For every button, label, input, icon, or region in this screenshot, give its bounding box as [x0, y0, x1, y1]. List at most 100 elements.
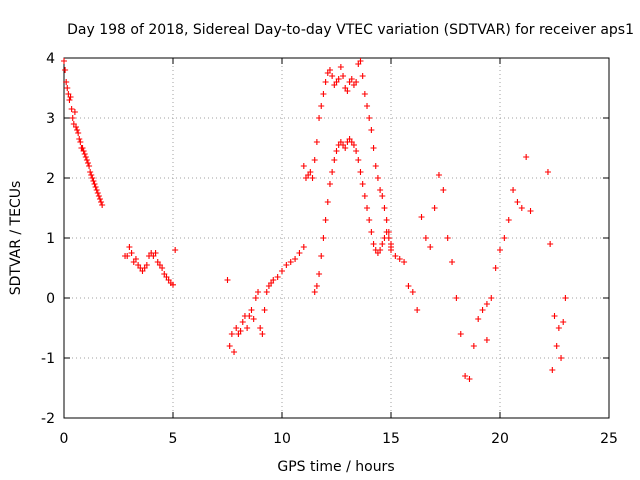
data-point: [560, 319, 567, 325]
data-point: [440, 187, 447, 193]
data-point: [287, 259, 294, 265]
data-point: [316, 271, 323, 277]
data-point: [383, 229, 390, 235]
data-point: [549, 367, 556, 373]
data-point: [87, 169, 94, 175]
data-point: [483, 301, 490, 307]
data-point: [126, 244, 133, 250]
data-point: [263, 289, 270, 295]
data-point: [344, 88, 351, 94]
data-point: [61, 58, 67, 64]
data-point: [170, 281, 176, 288]
data-point: [250, 316, 257, 322]
data-point: [283, 262, 290, 268]
data-point: [366, 115, 373, 121]
data-point: [93, 187, 100, 193]
series-seg5: [311, 136, 394, 295]
data-point: [313, 139, 320, 145]
data-point: [379, 193, 386, 199]
series-seg8: [544, 169, 569, 373]
series-seg1: [61, 58, 106, 208]
data-point: [98, 199, 105, 205]
data-point: [385, 235, 392, 241]
data-point: [355, 157, 362, 163]
data-point: [71, 109, 78, 115]
data-point: [244, 325, 251, 331]
data-point: [377, 187, 384, 193]
data-point: [89, 175, 96, 181]
data-point: [320, 235, 327, 241]
data-point: [372, 163, 379, 169]
data-point: [261, 307, 268, 313]
data-point: [409, 289, 416, 295]
data-points: [61, 58, 569, 382]
data-point: [466, 376, 473, 382]
data-point: [63, 79, 70, 85]
series-seg4: [300, 58, 394, 247]
data-point: [81, 151, 88, 157]
data-point: [313, 283, 320, 289]
data-point: [361, 193, 368, 199]
data-point: [359, 181, 366, 187]
series-seg6: [388, 172, 490, 382]
data-point: [449, 259, 456, 265]
data-point: [418, 214, 425, 220]
data-point: [331, 157, 338, 163]
data-point: [488, 295, 495, 301]
y-tick-label: -1: [41, 351, 55, 367]
data-point: [172, 247, 179, 253]
data-point: [270, 277, 277, 283]
y-axis-label: SDTVAR / TECUs: [8, 181, 24, 296]
data-point: [228, 331, 235, 337]
data-point: [324, 199, 331, 205]
data-point: [388, 247, 394, 253]
data-point: [124, 253, 131, 259]
axis-ticks: 0 5 10 15 20 25 -2 -1 0 1 2 3 4: [41, 51, 618, 447]
data-point: [309, 175, 316, 181]
data-point: [326, 181, 333, 187]
data-point: [246, 313, 253, 319]
data-point: [547, 241, 554, 247]
data-point: [159, 265, 166, 271]
data-point: [518, 205, 525, 211]
data-point: [128, 250, 135, 256]
data-point: [99, 202, 106, 208]
data-point: [337, 64, 344, 70]
data-point: [431, 205, 438, 211]
data-point: [510, 187, 517, 193]
data-point: [86, 163, 93, 169]
series-seg3: [224, 244, 307, 355]
data-point: [523, 154, 530, 160]
data-point: [353, 79, 360, 85]
data-point: [553, 343, 560, 349]
data-point: [357, 169, 364, 175]
data-point: [231, 349, 238, 355]
data-point: [377, 247, 384, 253]
data-point: [383, 217, 390, 223]
data-point: [88, 172, 95, 178]
data-point: [457, 331, 464, 337]
data-point: [340, 73, 347, 79]
data-point: [62, 67, 69, 73]
data-point: [316, 115, 323, 121]
data-point: [76, 136, 83, 142]
data-point: [259, 331, 266, 337]
series-seg7: [483, 154, 534, 343]
data-point: [366, 217, 373, 223]
data-point: [74, 127, 81, 133]
data-point: [374, 175, 381, 181]
data-point: [83, 157, 90, 163]
series-seg2: [122, 244, 179, 288]
data-point: [226, 343, 233, 349]
data-point: [68, 106, 75, 112]
data-point: [427, 244, 434, 250]
data-point: [558, 355, 565, 361]
data-point: [483, 337, 490, 343]
data-point: [257, 325, 264, 331]
data-point: [224, 277, 231, 283]
data-point: [364, 205, 371, 211]
data-point: [379, 241, 386, 247]
data-point: [401, 259, 408, 265]
data-point: [152, 250, 159, 256]
data-point: [368, 229, 375, 235]
